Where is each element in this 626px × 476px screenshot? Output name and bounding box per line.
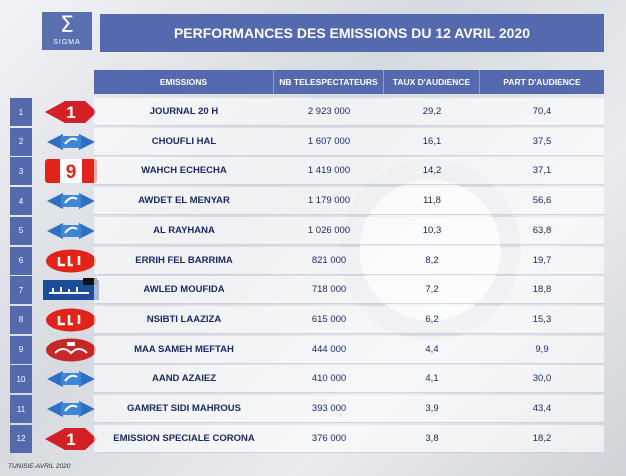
- taux-value: 16,1: [384, 127, 480, 156]
- taux-value: 3,9: [384, 395, 480, 423]
- viewers-value: 376 000: [274, 424, 384, 453]
- watania1-logo: 1: [40, 99, 102, 125]
- taux-value: 10,3: [384, 216, 480, 245]
- row-number: 3: [10, 157, 32, 186]
- part-value: 63,8: [480, 216, 604, 245]
- header-part: PART D'AUDIENCE: [480, 70, 604, 94]
- viewers-value: 718 000: [274, 276, 384, 305]
- part-value: 15,3: [480, 305, 604, 334]
- viewers-value: 1 607 000: [274, 127, 384, 156]
- emission-name: GAMRET SIDI MAHROUS: [94, 395, 274, 423]
- viewers-value: 1 026 000: [274, 216, 384, 245]
- taux-value: 4,1: [384, 365, 480, 394]
- logo-text: SIGMA: [53, 39, 81, 46]
- part-value: 19,7: [480, 246, 604, 275]
- table-row: 12 1 EMISSION SPECIALE CORONA 376 000 3,8 18,…: [10, 424, 604, 455]
- page-title: PERFORMANCES DES EMISSIONS DU 12 AVRIL 2…: [100, 14, 604, 52]
- svg-text:1: 1: [66, 103, 75, 122]
- watania1-logo: 1: [40, 426, 102, 452]
- row-number: 8: [10, 305, 32, 334]
- row-number: 11: [10, 395, 32, 423]
- row-number: 2: [10, 127, 32, 156]
- watania2-logo: [40, 129, 102, 155]
- row-number: 10: [10, 365, 32, 394]
- part-value: 70,4: [480, 98, 604, 126]
- taux-value: 29,2: [384, 98, 480, 126]
- taux-value: 7,2: [384, 276, 480, 305]
- emission-name: WAHCH ECHECHA: [94, 157, 274, 186]
- slide: Σ SIGMA PERFORMANCES DES EMISSIONS DU 12…: [2, 2, 622, 472]
- sigma-logo: Σ SIGMA: [42, 12, 92, 50]
- attounssia-logo: [40, 277, 102, 303]
- table-row: 6 ERRIH FEL BARRIMA 821 000 8,2 19,7: [10, 246, 604, 277]
- table-row: 10 AAND AZAIEZ 410 000 4,1 30,0: [10, 365, 604, 395]
- emission-name: AWDET EL MENYAR: [94, 187, 274, 216]
- watania2-logo: [40, 396, 102, 422]
- nessma-logo: [40, 307, 102, 333]
- viewers-value: 2 923 000: [274, 98, 384, 126]
- part-value: 37,5: [480, 127, 604, 156]
- viewers-value: 615 000: [274, 305, 384, 334]
- header-taux: TAUX D'AUDIENCE: [384, 70, 480, 94]
- svg-text:1: 1: [66, 430, 75, 449]
- header-emissions: EMISSIONS: [94, 70, 274, 94]
- taux-value: 8,2: [384, 246, 480, 275]
- table-row: 5 AL RAYHANA 1 026 000 10,3 63,8: [10, 216, 604, 247]
- header-viewers: NB TELESPECTATEURS: [274, 70, 384, 94]
- viewers-value: 1 179 000: [274, 187, 384, 216]
- row-number: 6: [10, 246, 32, 275]
- row-number: 1: [10, 98, 32, 126]
- attessia-logo: 9: [40, 158, 102, 184]
- table-row: 4 AWDET EL MENYAR 1 179 000 11,8 56,6: [10, 187, 604, 217]
- viewers-value: 821 000: [274, 246, 384, 275]
- emission-name: JOURNAL 20 H: [94, 98, 274, 126]
- viewers-value: 1 419 000: [274, 157, 384, 186]
- emission-name: EMISSION SPECIALE CORONA: [94, 424, 274, 453]
- row-number: 7: [10, 276, 32, 305]
- part-value: 18,2: [480, 424, 604, 453]
- emission-name: ERRIH FEL BARRIMA: [94, 246, 274, 275]
- taux-value: 6,2: [384, 305, 480, 334]
- viewers-value: 393 000: [274, 395, 384, 423]
- part-value: 30,0: [480, 365, 604, 394]
- taux-value: 3,8: [384, 424, 480, 453]
- table-row: 8 NSIBTI LAAZIZA 615 000 6,2 15,3: [10, 305, 604, 336]
- watania2-logo: [40, 218, 102, 244]
- sigma-icon: Σ: [60, 13, 74, 38]
- watania2-logo: [40, 366, 102, 392]
- part-value: 37,1: [480, 157, 604, 186]
- svg-text:9: 9: [66, 162, 77, 183]
- emission-name: CHOUFLI HAL: [94, 127, 274, 156]
- row-number: 9: [10, 335, 32, 364]
- table-row: 7 AWLED MOUFIDA 718 000 7,2 18,8: [10, 276, 604, 306]
- taux-value: 14,2: [384, 157, 480, 186]
- emission-name: NSIBTI LAAZIZA: [94, 305, 274, 334]
- emission-name: AWLED MOUFIDA: [94, 276, 274, 305]
- table-row: 9 MAA SAMEH MEFTAH 444 000 4,4 9,9: [10, 335, 604, 366]
- taux-value: 4,4: [384, 335, 480, 364]
- taux-value: 11,8: [384, 187, 480, 216]
- part-value: 9,9: [480, 335, 604, 364]
- footer-note: TUNISIE-AVRIL 2020: [8, 463, 71, 470]
- part-value: 56,6: [480, 187, 604, 216]
- row-number: 5: [10, 216, 32, 245]
- hannibal-logo: [40, 337, 102, 363]
- watania2-logo: [40, 188, 102, 214]
- emission-name: AL RAYHANA: [94, 216, 274, 245]
- emission-name: MAA SAMEH MEFTAH: [94, 335, 274, 364]
- part-value: 43,4: [480, 395, 604, 423]
- viewers-value: 444 000: [274, 335, 384, 364]
- row-number: 12: [10, 424, 32, 453]
- viewers-value: 410 000: [274, 365, 384, 394]
- nessma-logo: [40, 248, 102, 274]
- emission-name: AAND AZAIEZ: [94, 365, 274, 394]
- table-row: 3 9 WAHCH ECHECHA 1 419 000 14,2 37,1: [10, 157, 604, 187]
- table-row: 11 GAMRET SIDI MAHROUS 393 000 3,9 43,4: [10, 395, 604, 425]
- part-value: 18,8: [480, 276, 604, 305]
- row-number: 4: [10, 187, 32, 216]
- table-row: 2 CHOUFLI HAL 1 607 000 16,1 37,5: [10, 127, 604, 158]
